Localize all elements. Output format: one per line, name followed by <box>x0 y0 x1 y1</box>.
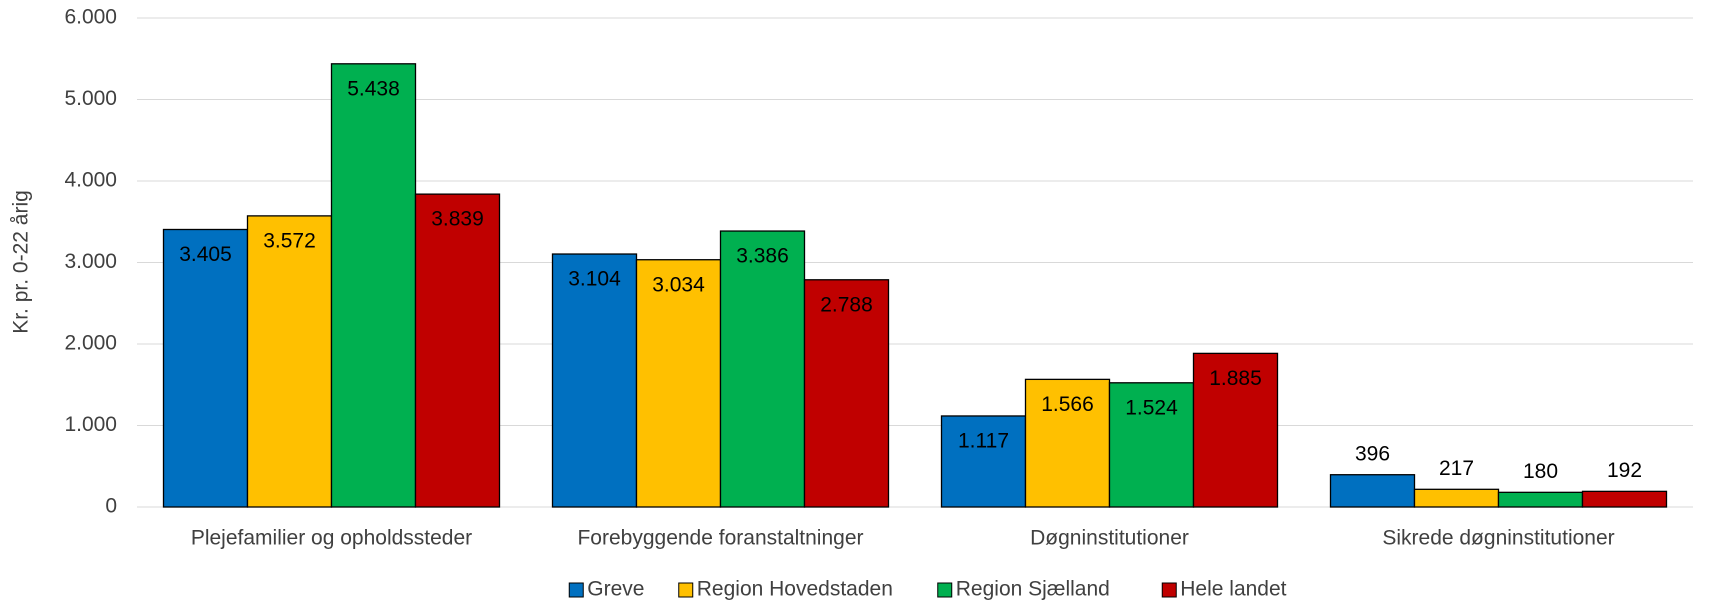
legend-swatch <box>937 582 953 598</box>
data-label: 5.438 <box>347 77 400 100</box>
bar <box>551 253 638 508</box>
data-label: 1.524 <box>1125 396 1178 419</box>
x-tick-label: Forebyggende foranstaltninger <box>577 527 863 550</box>
x-tick-label: Sikrede døgninstitutioner <box>1382 527 1614 550</box>
bar <box>803 279 890 508</box>
data-label: 2.788 <box>820 293 873 316</box>
data-label: 3.386 <box>736 245 789 268</box>
bar <box>1108 382 1195 508</box>
bar <box>330 63 417 508</box>
legend-label: Hele landet <box>1180 578 1286 601</box>
bar <box>1024 378 1111 508</box>
y-tick-label: 0 <box>105 495 117 518</box>
y-tick-label: 6.000 <box>64 6 117 29</box>
data-label: 1.117 <box>958 430 1009 453</box>
legend-label: Region Hovedstaden <box>697 578 893 601</box>
data-label: 217 <box>1439 457 1474 480</box>
y-tick-label: 2.000 <box>64 332 117 355</box>
legend-swatch <box>568 582 584 598</box>
legend-swatch <box>678 582 694 598</box>
legend-swatch <box>1161 582 1177 598</box>
data-label: 1.885 <box>1209 367 1262 390</box>
bar <box>1329 474 1416 508</box>
bar <box>246 215 333 508</box>
bar <box>162 228 249 508</box>
x-tick-label: Plejefamilier og opholdssteder <box>191 527 472 550</box>
legend-label: Region Sjælland <box>956 578 1110 601</box>
data-label: 180 <box>1523 460 1558 483</box>
bar <box>414 193 501 508</box>
data-label: 396 <box>1355 442 1390 465</box>
legend-label: Greve <box>587 578 644 601</box>
bar <box>1497 491 1584 508</box>
data-label: 3.572 <box>263 229 316 252</box>
y-tick-label: 3.000 <box>64 250 117 273</box>
bar <box>1192 352 1279 508</box>
data-label: 1.566 <box>1041 393 1094 416</box>
bar <box>1581 490 1668 508</box>
y-axis-label: Kr. pr. 0-22 årig <box>10 190 33 334</box>
data-label: 3.405 <box>179 243 232 266</box>
x-tick-label: Døgninstitutioner <box>1030 527 1189 550</box>
data-label: 3.034 <box>652 273 705 296</box>
y-tick-label: 5.000 <box>64 87 117 110</box>
bar <box>719 230 806 508</box>
y-tick-label: 4.000 <box>64 169 117 192</box>
y-tick-label: 1.000 <box>64 413 117 436</box>
bar <box>940 415 1027 508</box>
data-label: 192 <box>1607 459 1642 482</box>
bar <box>635 259 722 508</box>
bar <box>1413 488 1500 508</box>
data-label: 3.839 <box>431 208 484 231</box>
data-label: 3.104 <box>568 268 621 291</box>
